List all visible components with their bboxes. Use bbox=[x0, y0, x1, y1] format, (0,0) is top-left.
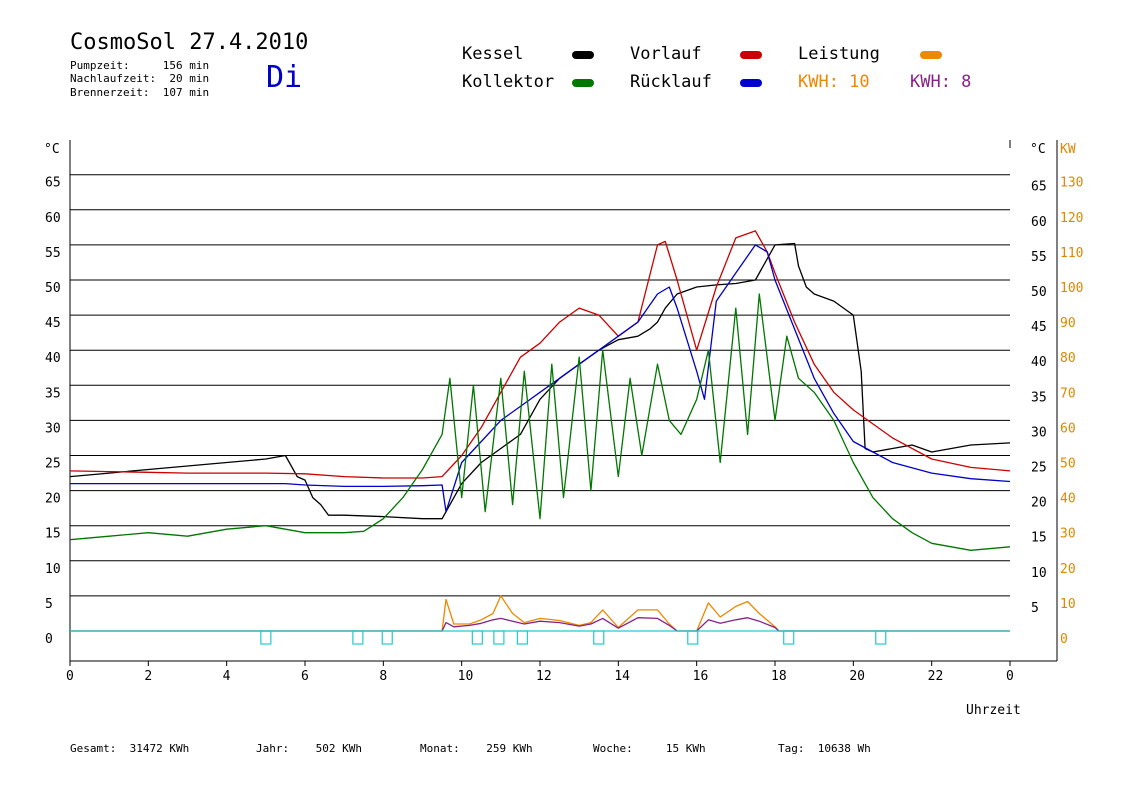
series-leistung bbox=[70, 595, 1010, 632]
legend-vorlauf-label: Vorlauf bbox=[630, 44, 702, 64]
pump-marker-4 bbox=[493, 630, 505, 645]
stat-tag: Tag: 10638 Wh bbox=[778, 742, 871, 755]
x-tick-5: 10 bbox=[458, 669, 474, 684]
x-tick-3: 6 bbox=[301, 669, 309, 684]
series-kollektor bbox=[69, 293, 1011, 551]
y-tick-left-55: 55 bbox=[45, 246, 61, 261]
pump-marker-9 bbox=[875, 630, 887, 645]
y-tick-left-20: 20 bbox=[45, 492, 61, 507]
y-tick-kw-20: 20 bbox=[1060, 562, 1076, 577]
x-tick-11: 22 bbox=[928, 669, 944, 684]
y-tick-kw-60: 60 bbox=[1060, 421, 1076, 436]
y-tick-right-30: 30 bbox=[1031, 425, 1047, 440]
legend-leistung-swatch bbox=[920, 51, 942, 59]
pump-marker-1 bbox=[352, 630, 364, 645]
x-tick-9: 18 bbox=[771, 669, 787, 684]
x-tick-1: 2 bbox=[144, 669, 152, 684]
y-axis-unit-left: °C bbox=[44, 142, 60, 157]
series-kessel bbox=[69, 242, 1011, 520]
series-vorlauf bbox=[69, 230, 1011, 479]
y-tick-right-25: 25 bbox=[1031, 461, 1047, 476]
pump-marker-2 bbox=[381, 630, 393, 645]
pump-marker-6 bbox=[593, 630, 605, 645]
pump-marker-5 bbox=[516, 630, 528, 645]
y-tick-left-35: 35 bbox=[45, 386, 61, 401]
legend-kollektor-swatch bbox=[572, 79, 594, 87]
y-tick-kw-110: 110 bbox=[1060, 246, 1083, 261]
legend-leistung-label: Leistung bbox=[798, 44, 880, 64]
x-tick-0: 0 bbox=[66, 669, 74, 684]
y-tick-kw-80: 80 bbox=[1060, 351, 1076, 366]
y-axis-unit-kw: KW bbox=[1060, 142, 1076, 157]
y-tick-right-60: 60 bbox=[1031, 215, 1047, 230]
y-tick-right-10: 10 bbox=[1031, 566, 1047, 581]
y-tick-left-15: 15 bbox=[45, 527, 61, 542]
x-tick-12: 0 bbox=[1006, 669, 1014, 684]
legend-kessel-swatch bbox=[572, 51, 594, 59]
y-tick-kw-30: 30 bbox=[1060, 527, 1076, 542]
y-tick-kw-120: 120 bbox=[1060, 211, 1083, 226]
y-axis-unit-right: °C bbox=[1030, 142, 1046, 157]
y-tick-right-50: 50 bbox=[1031, 285, 1047, 300]
y-tick-left-50: 50 bbox=[45, 281, 61, 296]
y-tick-left-0: 0 bbox=[45, 632, 53, 647]
y-tick-kw-100: 100 bbox=[1060, 281, 1083, 296]
legend-ruecklauf-swatch bbox=[740, 79, 762, 87]
y-tick-kw-130: 130 bbox=[1060, 176, 1083, 191]
legend-kwh-purple: KWH: 8 bbox=[910, 72, 972, 92]
y-tick-kw-50: 50 bbox=[1060, 457, 1076, 472]
legend-kwh-orange: KWH: 10 bbox=[798, 72, 870, 92]
brennerzeit-text: Brennerzeit: 107 min bbox=[70, 86, 210, 99]
series-kwh_purple bbox=[70, 617, 1010, 632]
x-tick-8: 16 bbox=[693, 669, 709, 684]
x-tick-4: 8 bbox=[379, 669, 387, 684]
legend-vorlauf-swatch bbox=[740, 51, 762, 59]
pump-marker-8 bbox=[783, 630, 795, 645]
y-tick-left-10: 10 bbox=[45, 562, 61, 577]
y-tick-right-20: 20 bbox=[1031, 496, 1047, 511]
x-tick-2: 4 bbox=[223, 669, 231, 684]
pump-marker-3 bbox=[471, 630, 483, 645]
y-tick-right-15: 15 bbox=[1031, 531, 1047, 546]
x-tick-7: 14 bbox=[614, 669, 630, 684]
stat-monat: Monat: 259 KWh bbox=[420, 742, 533, 755]
y-tick-left-45: 45 bbox=[45, 316, 61, 331]
legend-ruecklauf-label: Rücklauf bbox=[630, 72, 712, 92]
legend-kollektor-label: Kollektor bbox=[462, 72, 555, 92]
y-tick-kw-0: 0 bbox=[1060, 632, 1068, 647]
y-tick-right-5: 5 bbox=[1031, 601, 1039, 616]
y-tick-right-45: 45 bbox=[1031, 320, 1047, 335]
stat-woche: Woche: 15 KWh bbox=[593, 742, 706, 755]
y-tick-right-65: 65 bbox=[1031, 180, 1047, 195]
stat-gesamt: Gesamt: 31472 KWh bbox=[70, 742, 190, 755]
y-tick-left-65: 65 bbox=[45, 176, 61, 191]
stat-jahr: Jahr: 502 KWh bbox=[256, 742, 362, 755]
x-axis-label: Uhrzeit bbox=[966, 703, 1021, 718]
y-tick-kw-70: 70 bbox=[1060, 386, 1076, 401]
page-title: CosmoSol 27.4.2010 bbox=[70, 30, 309, 55]
pump-marker-0 bbox=[260, 630, 272, 645]
y-tick-left-25: 25 bbox=[45, 457, 61, 472]
y-tick-right-40: 40 bbox=[1031, 355, 1047, 370]
y-tick-right-55: 55 bbox=[1031, 250, 1047, 265]
y-tick-kw-10: 10 bbox=[1060, 597, 1076, 612]
y-tick-left-30: 30 bbox=[45, 421, 61, 436]
series-ruecklauf bbox=[70, 244, 1011, 513]
y-tick-kw-90: 90 bbox=[1060, 316, 1076, 331]
pumpzeit-text: Pumpzeit: 156 min bbox=[70, 59, 210, 72]
nachlaufzeit-text: Nachlaufzeit: 20 min bbox=[70, 72, 210, 85]
y-tick-kw-40: 40 bbox=[1060, 492, 1076, 507]
y-tick-left-40: 40 bbox=[45, 351, 61, 366]
y-tick-right-35: 35 bbox=[1031, 390, 1047, 405]
legend-kessel-label: Kessel bbox=[462, 44, 524, 64]
x-tick-10: 20 bbox=[849, 669, 865, 684]
y-tick-left-5: 5 bbox=[45, 597, 53, 612]
weekday-label: Di bbox=[266, 60, 303, 95]
x-tick-6: 12 bbox=[536, 669, 552, 684]
y-tick-left-60: 60 bbox=[45, 211, 61, 226]
pump-marker-7 bbox=[687, 630, 699, 645]
